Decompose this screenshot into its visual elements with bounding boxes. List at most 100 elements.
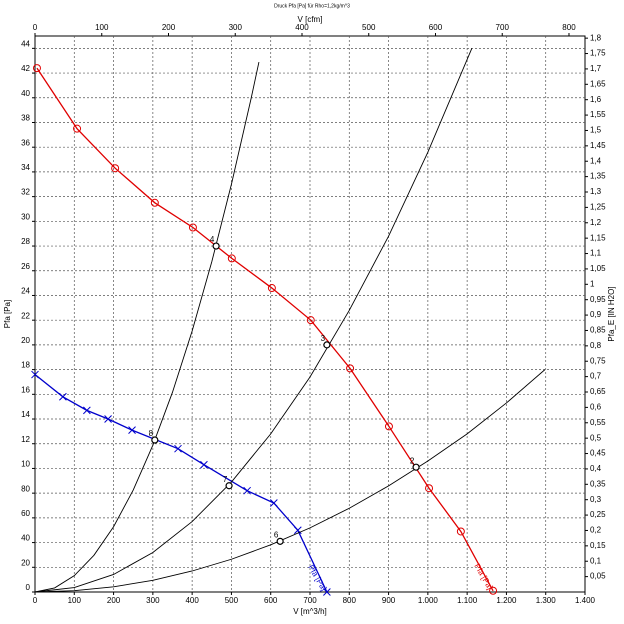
- y2-tick-label: 0,65: [590, 387, 606, 396]
- x-tick-label: 500: [225, 596, 239, 605]
- marker: [227, 254, 236, 263]
- y-tick-label: 32: [21, 188, 30, 197]
- y-tick-label: 16: [21, 385, 30, 394]
- y-tick-label: 10: [21, 460, 30, 469]
- y2-tick-label: 0,9: [590, 310, 602, 319]
- marker: [150, 198, 159, 207]
- operating-point: [412, 463, 420, 471]
- y-tick-label: 24: [21, 287, 30, 296]
- x2-tick-label: 400: [295, 23, 309, 32]
- y2-tick-label: 0,85: [590, 326, 606, 335]
- y-tick-label: 14: [21, 410, 30, 419]
- y2-tick-label: 1,8: [590, 33, 602, 42]
- y2-tick-label: 0,45: [590, 449, 606, 458]
- y-tick-label: 0: [26, 583, 31, 592]
- series-line: [34, 374, 328, 593]
- x-tick-label: 1.100: [457, 596, 478, 605]
- y2-tick-label: 1,7: [590, 64, 602, 73]
- y2-tick-label: 0,7: [590, 372, 602, 381]
- y-tick-label: 80: [21, 484, 30, 493]
- x-tick-label: 700: [303, 596, 317, 605]
- y-tick-label: 12: [21, 435, 30, 444]
- operating-point: [151, 436, 159, 444]
- y2-tick-label: 1,65: [590, 79, 606, 88]
- y-tick-label: 40: [21, 89, 30, 98]
- y-tick-label: 22: [21, 311, 30, 320]
- y2-tick-label: 0,4: [590, 464, 602, 473]
- y2-axis-label: Pfa_E [IN H2O]: [607, 286, 616, 341]
- y2-tick-label: 0,8: [590, 341, 602, 350]
- series-line: [34, 369, 546, 593]
- marker: [188, 223, 197, 232]
- marker: [489, 586, 498, 595]
- marker: [200, 460, 208, 469]
- y2-tick-label: 0,95: [590, 295, 606, 304]
- series-line: [36, 67, 494, 592]
- operating-point-label: 4: [210, 235, 215, 244]
- chart-title: Druck Pfa [Pa] für Rho=1,2kg/m^3: [274, 3, 350, 9]
- y2-tick-label: 0,55: [590, 418, 606, 427]
- x2-tick-label: 300: [229, 23, 243, 32]
- operating-point-label: 2: [410, 456, 415, 465]
- marker: [267, 284, 276, 293]
- y-tick-label: 42: [21, 64, 30, 73]
- marker: [456, 527, 465, 536]
- y2-tick-label: 0,35: [590, 479, 606, 488]
- y-tick-label: 28: [21, 237, 30, 246]
- y2-tick-label: 1,6: [590, 95, 602, 104]
- y-tick-label: 36: [21, 138, 30, 147]
- y2-tick-label: 1,55: [590, 110, 606, 119]
- y-tick-label: 60: [21, 509, 30, 518]
- y-tick-label: 26: [21, 262, 30, 271]
- marker: [73, 124, 82, 133]
- y2-tick-label: 1: [590, 279, 595, 288]
- x2-tick-label: 0: [33, 23, 38, 32]
- y-tick-label: 18: [21, 361, 30, 370]
- y2-tick-label: 0,6: [590, 402, 602, 411]
- y2-tick-label: 0,2: [590, 526, 602, 535]
- x-tick-label: 600: [264, 596, 278, 605]
- x2-tick-label: 500: [362, 23, 376, 32]
- y2-tick-label: 1,15: [590, 233, 606, 242]
- x-tick-label: 100: [68, 596, 82, 605]
- y-axis-label: Pfa [Pa]: [3, 300, 12, 328]
- y2-tick-label: 0,5: [590, 433, 602, 442]
- y2-tick-label: 0,1: [590, 556, 602, 565]
- x-axis-label: V [m^3/h]: [293, 607, 327, 616]
- marker: [59, 392, 67, 401]
- y2-tick-label: 0,15: [590, 541, 606, 550]
- y2-tick-label: 1,1: [590, 249, 602, 258]
- x-tick-label: 300: [146, 596, 160, 605]
- marker: [32, 64, 41, 73]
- y-tick-label: 20: [21, 558, 30, 567]
- x2-tick-label: 200: [162, 23, 176, 32]
- marker: [306, 316, 315, 325]
- marker: [83, 406, 91, 415]
- operating-point-label: 6: [274, 530, 279, 539]
- y-tick-label: 40: [21, 534, 30, 543]
- y2-tick-label: 1,05: [590, 264, 606, 273]
- x2-tick-label: 700: [496, 23, 510, 32]
- marker: [270, 499, 278, 507]
- x-tick-label: 400: [185, 596, 199, 605]
- marker: [346, 364, 355, 373]
- marker: [31, 370, 39, 379]
- y-tick-label: 38: [21, 114, 30, 123]
- y-tick-label: 44: [21, 39, 30, 48]
- x-tick-label: 1.200: [496, 596, 517, 605]
- y-tick-label: 20: [21, 336, 30, 345]
- marker: [243, 486, 251, 495]
- x2-tick-label: 800: [562, 23, 576, 32]
- x-tick-label: 800: [343, 596, 357, 605]
- marker: [104, 415, 112, 423]
- operating-point-label: 3: [321, 334, 326, 343]
- operating-point: [212, 242, 220, 250]
- x2-tick-label: 100: [95, 23, 109, 32]
- y2-tick-label: 0,25: [590, 510, 606, 519]
- y2-tick-label: 1,75: [590, 49, 606, 58]
- marker: [425, 484, 434, 493]
- y2-tick-label: 1,45: [590, 141, 606, 150]
- y-tick-label: 34: [21, 163, 30, 172]
